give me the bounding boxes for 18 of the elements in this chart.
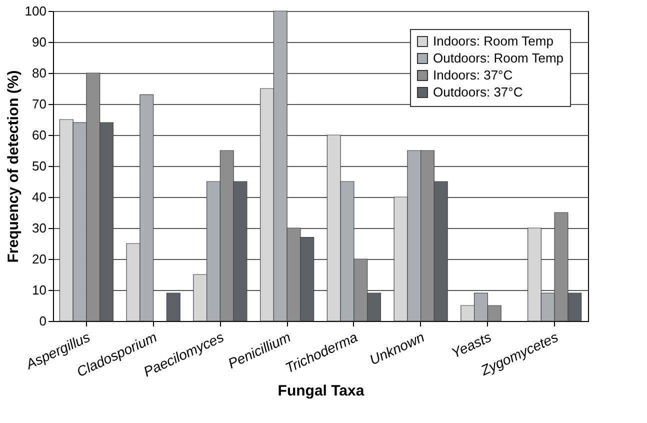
y-tick-label: 100 xyxy=(24,4,46,18)
y-tick-label: 40 xyxy=(32,190,46,204)
y-tick-label: 60 xyxy=(32,128,46,142)
legend-label: Indoors: 37°C xyxy=(433,68,513,82)
y-axis-title: Frequency of detection (%) xyxy=(4,70,22,263)
legend-label: Outdoors: 37°C xyxy=(433,84,523,100)
y-tick-label: 10 xyxy=(32,282,46,298)
y-tick-label: 20 xyxy=(32,252,46,266)
x-axis-title: Fungal Taxa xyxy=(278,382,365,400)
bar xyxy=(166,292,180,322)
y-tick-label: 70 xyxy=(32,96,46,112)
y-tick-label: 50 xyxy=(32,158,46,174)
y-tick-label: 30 xyxy=(32,220,46,236)
legend-label: Indoors: Room Temp xyxy=(433,34,554,48)
y-tick-label: 90 xyxy=(32,34,46,50)
y-tick-label: 80 xyxy=(32,66,46,80)
legend-label: Outdoors: Room Temp xyxy=(433,50,564,66)
y-tick-label: 0 xyxy=(39,314,46,328)
